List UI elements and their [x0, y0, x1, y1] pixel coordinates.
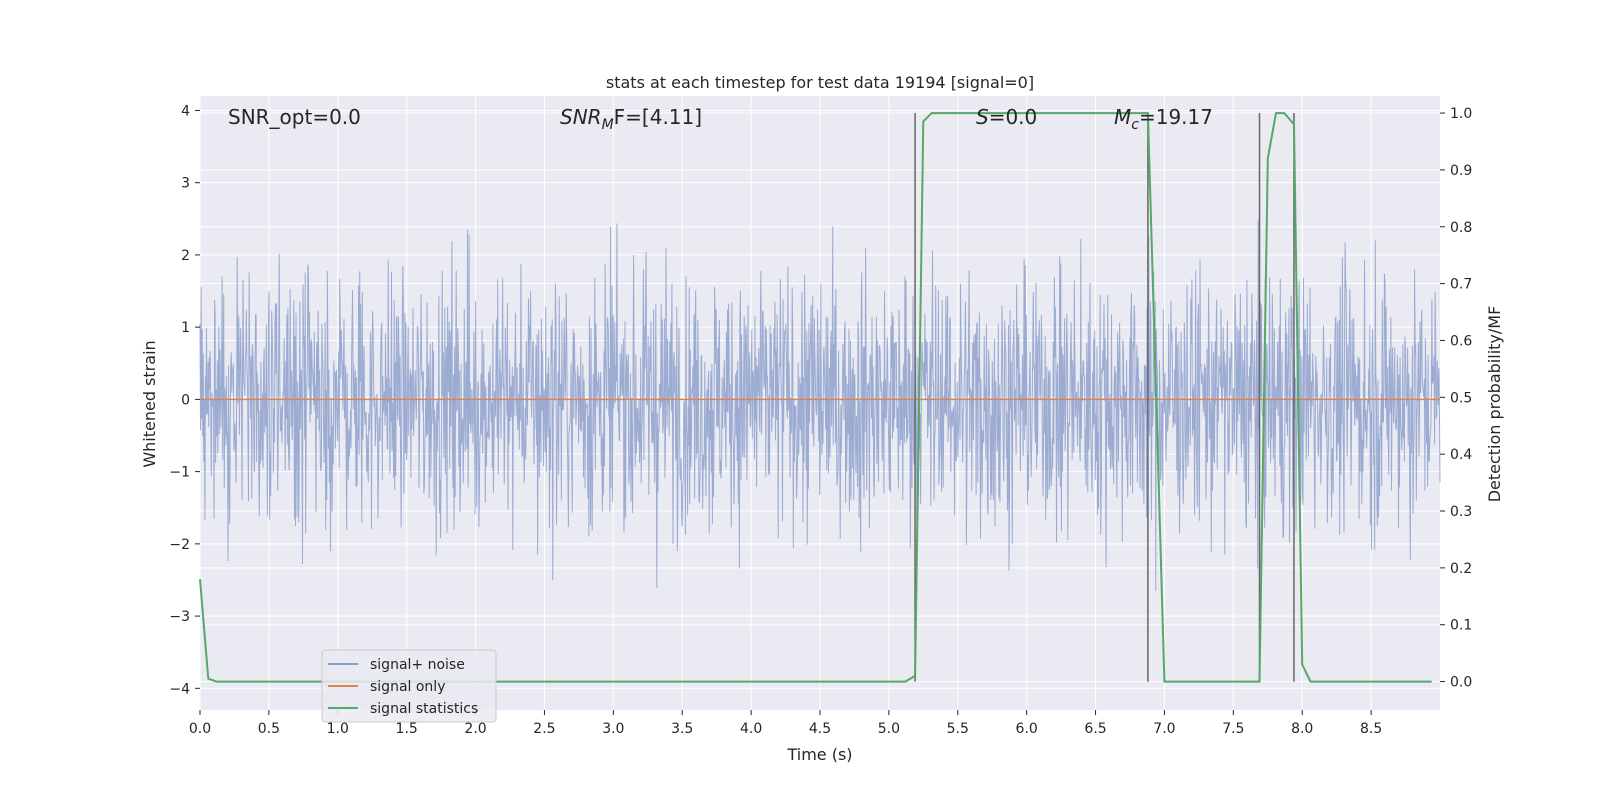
- y-right-tick-label: 1.0: [1450, 106, 1472, 122]
- annotation-s-stat: S=0.0: [976, 105, 1037, 129]
- annotation-snr-mf: SNRMF=[4.11]: [560, 105, 702, 133]
- y-right-tick-label: 0.4: [1450, 447, 1472, 463]
- x-tick-label: 6.0: [1016, 721, 1038, 737]
- x-tick-label: 2.5: [533, 721, 555, 737]
- annotation-mc: Mc=19.17: [1114, 105, 1213, 133]
- y-right-tick-label: 0.3: [1450, 504, 1472, 520]
- x-tick-label: 3.5: [671, 721, 693, 737]
- noise-series: [199, 219, 1441, 591]
- y-right-tick-label: 0.9: [1450, 163, 1472, 179]
- y-tick-label: 3: [181, 176, 190, 192]
- y-axis-ticks: 4 3 2 1 0 −1 −2 −3 −4: [169, 103, 200, 697]
- y-right-tick-label: 0.1: [1450, 618, 1472, 634]
- annotation-snr-opt: SNR_opt=0.0: [228, 105, 361, 129]
- x-tick-label: 1.0: [327, 721, 349, 737]
- y-right-tick-label: 0.0: [1450, 675, 1472, 691]
- x-tick-label: 7.0: [1153, 721, 1175, 737]
- statistics-line: [199, 112, 1432, 683]
- statistics-series: [199, 112, 1432, 683]
- y-tick-label: −1: [169, 465, 190, 481]
- y-tick-label: 0: [181, 392, 190, 408]
- noise-line: [199, 219, 1441, 591]
- x-tick-label: 8.0: [1291, 721, 1313, 737]
- x-tick-label: 8.5: [1360, 721, 1382, 737]
- legend-box: [321, 649, 497, 723]
- y-tick-label: 4: [181, 103, 190, 119]
- y-right-tick-label: 0.8: [1450, 220, 1472, 236]
- x-tick-label: 5.5: [947, 721, 969, 737]
- y-tick-label: −4: [169, 681, 190, 697]
- y-right-tick-label: 0.6: [1450, 333, 1472, 349]
- y-right-tick-label: 0.2: [1450, 561, 1472, 577]
- y-right-tick-label: 0.5: [1450, 390, 1472, 406]
- x-tick-label: 0.5: [258, 721, 280, 737]
- x-tick-label: 7.5: [1222, 721, 1244, 737]
- x-tick-label: 0.0: [189, 721, 211, 737]
- x-tick-label: 4.0: [740, 721, 762, 737]
- x-tick-label: 3.0: [602, 721, 624, 737]
- y-right-tick-label: 0.7: [1450, 277, 1472, 293]
- x-tick-label: 2.0: [464, 721, 486, 737]
- x-tick-label: 5.0: [878, 721, 900, 737]
- legend-label-signal: signal only: [370, 679, 445, 695]
- chart-title: stats at each timestep for test data 191…: [606, 73, 1034, 92]
- legend: signal+ noise signal only signal statist…: [321, 649, 497, 723]
- x-tick-label: 4.5: [809, 721, 831, 737]
- y-axis-label: Whitened strain: [140, 340, 159, 467]
- y-right-axis-ticks: 1.0 0.9 0.8 0.7 0.6 0.5 0.4 0.3 0.2 0.1 0.0: [1440, 106, 1472, 691]
- x-tick-label: 6.5: [1084, 721, 1106, 737]
- y-right-axis-label: Detection probability/MF: [1485, 306, 1504, 503]
- y-tick-label: −2: [169, 537, 190, 553]
- legend-label-noise: signal+ noise: [370, 657, 465, 673]
- legend-label-stats: signal statistics: [370, 701, 478, 717]
- y-tick-label: −3: [169, 609, 190, 625]
- y-tick-label: 2: [181, 248, 190, 264]
- vertical-markers: [914, 113, 1295, 682]
- x-axis-label: Time (s): [786, 745, 852, 764]
- x-axis-ticks: 0.0 0.5 1.0 1.5 2.0 2.5 3.0 3.5 4.0 4.5 5.0 5.5 6.0 6…: [189, 710, 1382, 737]
- x-tick-label: 1.5: [396, 721, 418, 737]
- y-tick-label: 1: [181, 320, 190, 336]
